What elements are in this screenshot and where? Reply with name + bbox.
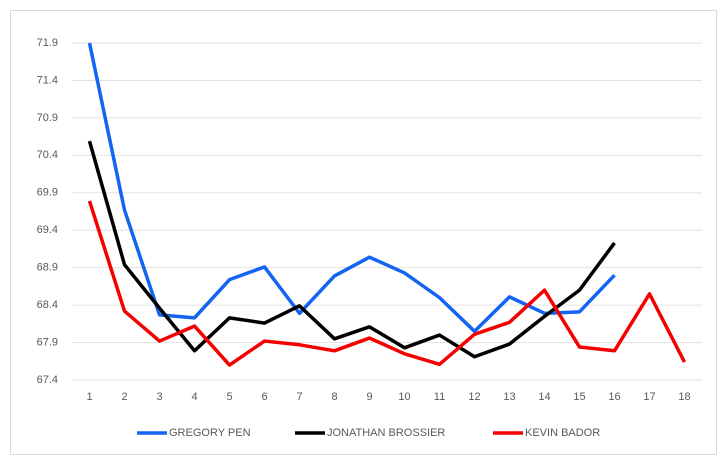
y-tick-label: 69.9 [37,187,58,199]
x-tick-label: 10 [398,391,410,403]
x-tick-label: 12 [468,391,480,403]
y-tick-label: 69.4 [37,224,58,236]
y-tick-label: 67.9 [37,336,58,348]
x-tick-label: 5 [226,391,232,403]
x-tick-label: 9 [366,391,372,403]
x-tick-label: 15 [573,391,585,403]
x-tick-label: 18 [678,391,690,403]
y-tick-label: 68.4 [37,299,58,311]
y-tick-label: 67.4 [37,374,58,386]
legend-label: JONATHAN BROSSIER [327,427,445,439]
x-tick-label: 7 [296,391,302,403]
y-tick-label: 71.4 [37,74,58,86]
x-tick-label: 3 [156,391,162,403]
x-tick-label: 8 [331,391,337,403]
legend-label: GREGORY PEN [169,427,251,439]
x-tick-label: 6 [261,391,267,403]
y-tick-label: 68.9 [37,262,58,274]
y-tick-label: 70.4 [37,149,58,161]
x-tick-label: 11 [434,391,445,403]
x-tick-label: 17 [643,391,655,403]
x-tick-label: 1 [86,391,92,403]
legend-label: KEVIN BADOR [525,427,600,439]
x-tick-label: 16 [608,391,620,403]
x-tick-label: 14 [538,391,550,403]
y-tick-label: 70.9 [37,112,58,124]
x-tick-label: 2 [121,391,127,403]
x-tick-label: 13 [503,391,515,403]
series-line [87,200,687,367]
series-line [87,140,616,359]
x-tick-label: 4 [191,391,197,403]
y-tick-label: 71.9 [37,37,58,49]
